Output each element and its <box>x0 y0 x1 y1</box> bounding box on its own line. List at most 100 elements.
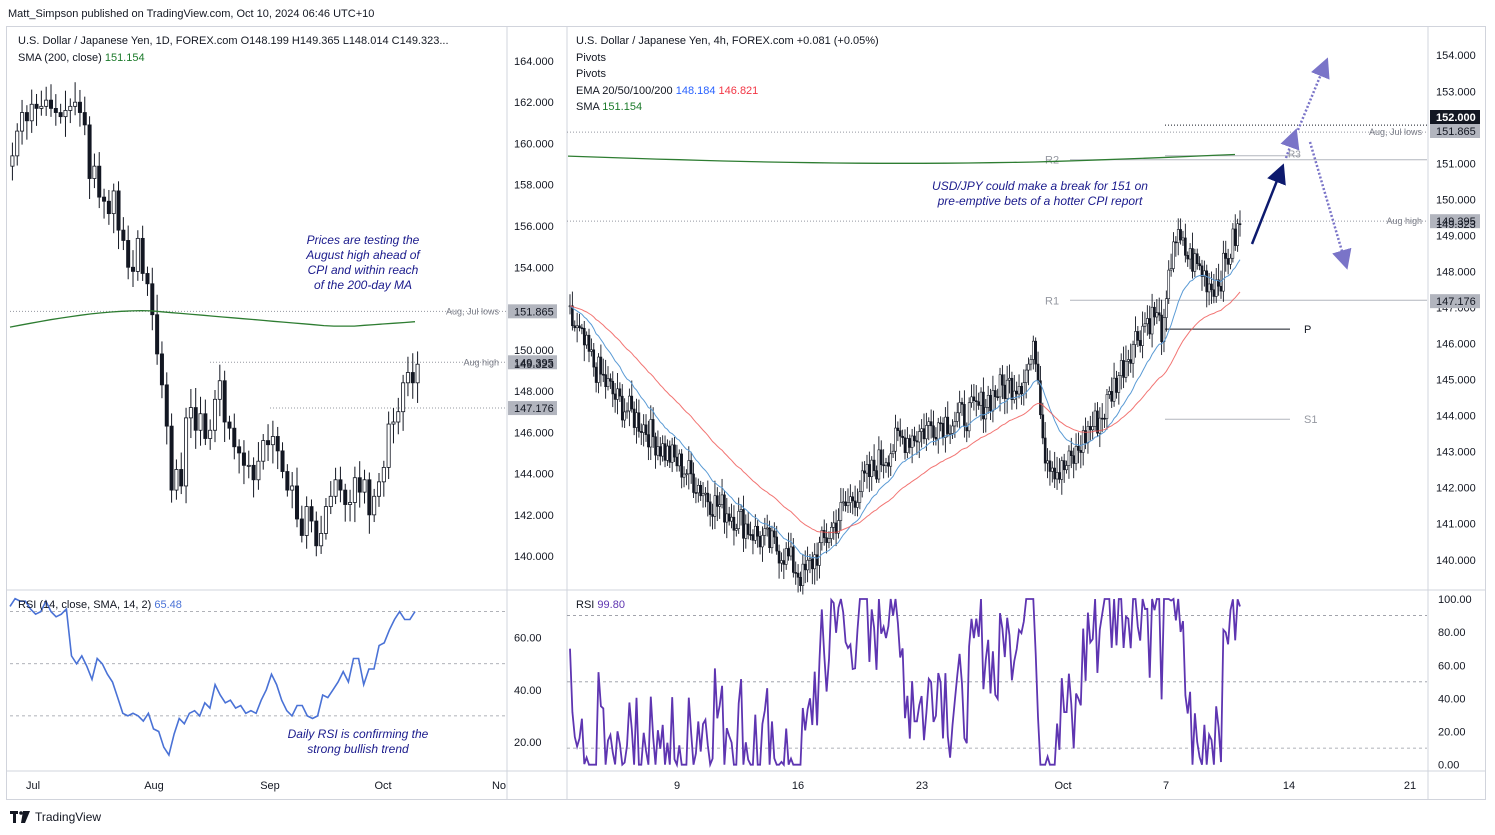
candle-body <box>906 438 909 453</box>
candle-body <box>309 506 314 522</box>
candle-body <box>1150 306 1154 335</box>
candle-body <box>929 421 933 427</box>
candle-body <box>1003 384 1007 400</box>
candle-body <box>585 334 588 346</box>
right-ema-label: EMA 20/50/100/200 <box>576 84 673 97</box>
candle-body <box>1188 248 1192 260</box>
candle-body <box>415 363 420 384</box>
candle-body <box>256 460 261 481</box>
candle-body <box>24 112 29 122</box>
candle-body <box>996 396 999 399</box>
candle-body <box>1105 394 1109 419</box>
candle-body <box>853 500 857 508</box>
candle-body <box>913 435 916 442</box>
left-rsi-header: RSI (14, close, SMA, 14, 2) 65.48 <box>18 597 182 614</box>
candle-body <box>685 473 688 476</box>
candle-body <box>820 530 824 543</box>
candle-body <box>1084 430 1087 444</box>
candle-body <box>1067 450 1071 466</box>
candle-body <box>92 165 97 179</box>
price-label-box <box>508 355 557 370</box>
candle-body <box>849 496 852 503</box>
right-annot-line: pre-emptive bets of a hotter CPI report <box>937 194 1143 208</box>
candle-body <box>716 495 719 507</box>
candle-body <box>1162 317 1166 343</box>
candle-body <box>1184 237 1187 256</box>
candle-body <box>844 501 847 507</box>
y-tick-label-right: 143.000 <box>1436 447 1476 459</box>
candle-body <box>632 408 636 428</box>
pivot-label-p: P <box>1304 324 1311 336</box>
candle-body <box>1181 237 1185 241</box>
rsi-y-tick-right: 40.00 <box>1438 693 1466 705</box>
candle-body <box>865 464 869 474</box>
candle-body <box>111 190 116 215</box>
candle-body <box>863 470 866 474</box>
candle-body <box>1051 467 1054 472</box>
candle-body <box>1108 391 1111 395</box>
candle-body <box>135 237 140 272</box>
candle-body <box>742 509 745 539</box>
candle-body <box>1179 229 1182 241</box>
y-tick-label-left: 160.000 <box>514 138 554 150</box>
rsi-y-tick-right: 80.00 <box>1438 627 1466 639</box>
y-tick-label-left: 140.000 <box>514 551 554 563</box>
candle-body <box>758 535 762 548</box>
candle-body <box>1122 360 1125 378</box>
candle-body <box>948 433 952 435</box>
pivot-label-r1: R1 <box>1045 295 1059 307</box>
candle-body <box>1119 360 1123 376</box>
candle-body <box>1229 257 1232 265</box>
candle-body <box>266 440 271 446</box>
candle-body <box>1081 430 1085 453</box>
candle-body <box>1053 467 1056 480</box>
candle-body <box>126 240 131 268</box>
candle-body <box>882 464 885 467</box>
price-label-text: 149.323 <box>514 359 554 371</box>
candle-body <box>1086 425 1090 444</box>
candle-body <box>1015 390 1018 395</box>
candle-body <box>735 528 738 531</box>
x-tick-label-right: 21 <box>1404 780 1416 792</box>
candle-body <box>822 530 826 539</box>
candle-body <box>891 450 895 455</box>
candle-body <box>775 536 779 552</box>
right-annot-line: USD/JPY could make a break for 151 on <box>932 179 1148 193</box>
rsi-y-tick-left: 20.00 <box>514 737 542 749</box>
candle-body <box>970 396 973 404</box>
candle-body <box>680 453 683 478</box>
candle-body <box>616 388 619 400</box>
right-rsi-value: 99.80 <box>597 599 625 611</box>
y-tick-label-right: 148.000 <box>1436 266 1476 278</box>
candle-body <box>1176 229 1180 244</box>
right-pivots-1: Pivots <box>576 51 606 64</box>
candle-body <box>982 391 985 420</box>
candle-body <box>376 481 381 497</box>
x-tick-label-right: 16 <box>792 780 804 792</box>
candle-body <box>725 513 729 523</box>
candle-body <box>571 305 574 327</box>
candle-body <box>1079 450 1083 453</box>
x-tick-label-right: 9 <box>674 780 680 792</box>
price-label-box <box>1430 214 1480 229</box>
candle-body <box>1100 417 1104 420</box>
y-tick-label-right: 154.000 <box>1436 50 1476 62</box>
candle-body <box>319 533 324 547</box>
candle-body <box>675 456 679 467</box>
right-title: U.S. Dollar / Japanese Yen, 4h, FOREX.co… <box>576 35 794 47</box>
price-label-text: 149.395 <box>1436 216 1476 228</box>
y-tick-label-right: 144.000 <box>1436 411 1476 423</box>
candle-body <box>972 396 976 402</box>
candle-body <box>208 429 213 439</box>
level-label-aug-jul-lows: Aug, Jul lows <box>446 306 500 316</box>
candle-body <box>718 504 721 507</box>
left-annot-line: Prices are testing the <box>306 233 420 247</box>
candle-body <box>792 546 795 573</box>
tradingview-brand[interactable]: TradingView <box>10 810 101 824</box>
candle-body <box>917 431 921 443</box>
candle-body <box>68 105 73 111</box>
candle-body <box>1060 460 1064 480</box>
candle-body <box>944 416 947 438</box>
candle-body <box>261 440 266 462</box>
candle-body <box>97 165 102 198</box>
